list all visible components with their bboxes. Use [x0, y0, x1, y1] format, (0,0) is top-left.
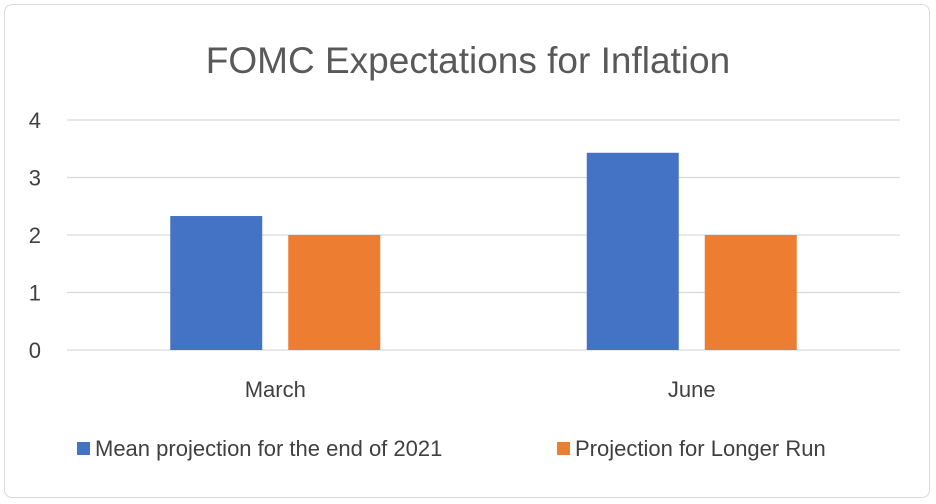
legend-label: Mean projection for the end of 2021 [95, 436, 442, 461]
bars [170, 152, 797, 350]
bar-march-series-2 [288, 235, 381, 350]
y-tick-label: 3 [29, 166, 41, 191]
y-tick-label: 2 [29, 223, 41, 248]
bar-june-series-2 [704, 235, 797, 350]
x-tick-label: March [245, 377, 306, 402]
y-tick-label: 1 [29, 281, 41, 306]
y-tick-label: 4 [29, 108, 41, 133]
legend: Mean projection for the end of 2021 Proje… [77, 436, 826, 461]
x-axis-ticks: March June [245, 377, 716, 402]
chart-frame: FOMC Expectations for Inflation 0 1 2 3 4 Ma… [4, 4, 930, 498]
bar-march-series-1 [170, 216, 263, 350]
legend-swatch [77, 442, 90, 455]
legend-swatch [557, 442, 570, 455]
bar-chart: FOMC Expectations for Inflation 0 1 2 3 4 Ma… [29, 40, 900, 461]
x-tick-label: June [668, 377, 716, 402]
legend-label: Projection for Longer Run [575, 436, 826, 461]
chart-title: FOMC Expectations for Inflation [206, 40, 730, 81]
y-axis-ticks: 0 1 2 3 4 [29, 108, 41, 363]
y-tick-label: 0 [29, 338, 41, 363]
bar-june-series-1 [586, 152, 679, 350]
